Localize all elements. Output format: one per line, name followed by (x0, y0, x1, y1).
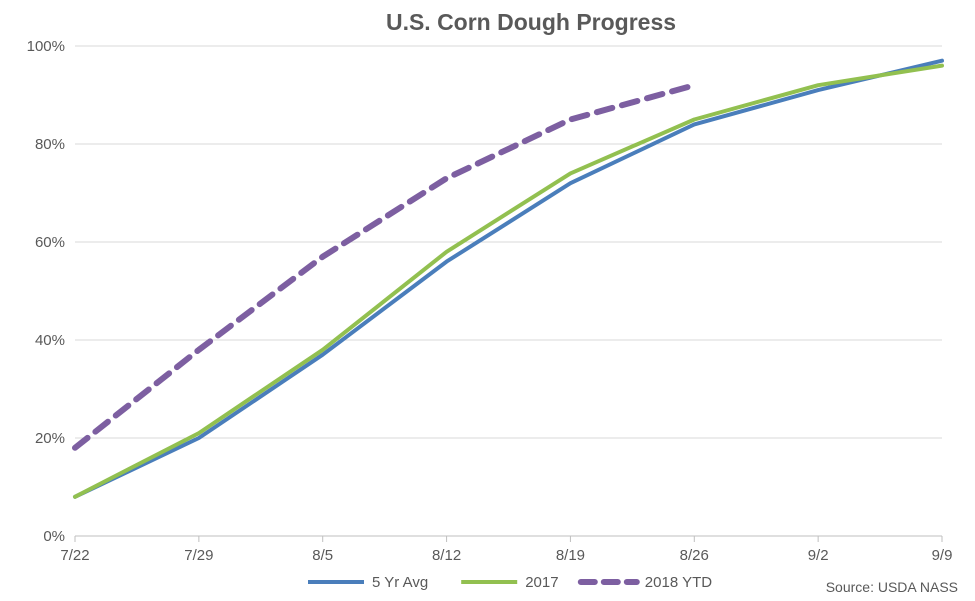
x-tick-label: 9/2 (808, 547, 829, 564)
y-axis-ticks: 0% 20% 40% 60% 80% 100% (27, 38, 65, 545)
x-tick-label: 8/26 (680, 547, 709, 564)
y-tick-label: 40% (35, 332, 65, 349)
x-tick-label: 9/9 (932, 547, 953, 564)
gridlines (75, 45, 942, 537)
x-tick-label: 7/29 (184, 547, 213, 564)
y-tick-label: 0% (43, 528, 65, 545)
series-line-0 (73, 58, 944, 499)
series-line-2 (72, 82, 698, 451)
chart-title: U.S. Corn Dough Progress (386, 9, 676, 35)
series-line-1 (73, 63, 944, 499)
y-tick-label: 60% (35, 234, 65, 251)
x-tick-label: 8/19 (556, 547, 585, 564)
legend-label: 2018 YTD (645, 574, 712, 591)
source-note: Source: USDA NASS (826, 579, 958, 595)
series-lines (72, 58, 944, 499)
legend-label: 5 Yr Avg (372, 574, 428, 591)
y-tick-label: 80% (35, 136, 65, 153)
y-tick-label: 20% (35, 430, 65, 447)
y-tick-label: 100% (27, 38, 65, 55)
x-tick-label: 7/22 (60, 547, 89, 564)
legend-label: 2017 (525, 574, 558, 591)
x-tick-label: 8/12 (432, 547, 461, 564)
x-axis-ticks: 7/22 7/29 8/5 8/12 8/19 8/26 9/2 9/9 (60, 536, 952, 564)
x-tick-label: 8/5 (312, 547, 333, 564)
legend: 5 Yr Avg 2017 2018 YTD (308, 574, 712, 591)
